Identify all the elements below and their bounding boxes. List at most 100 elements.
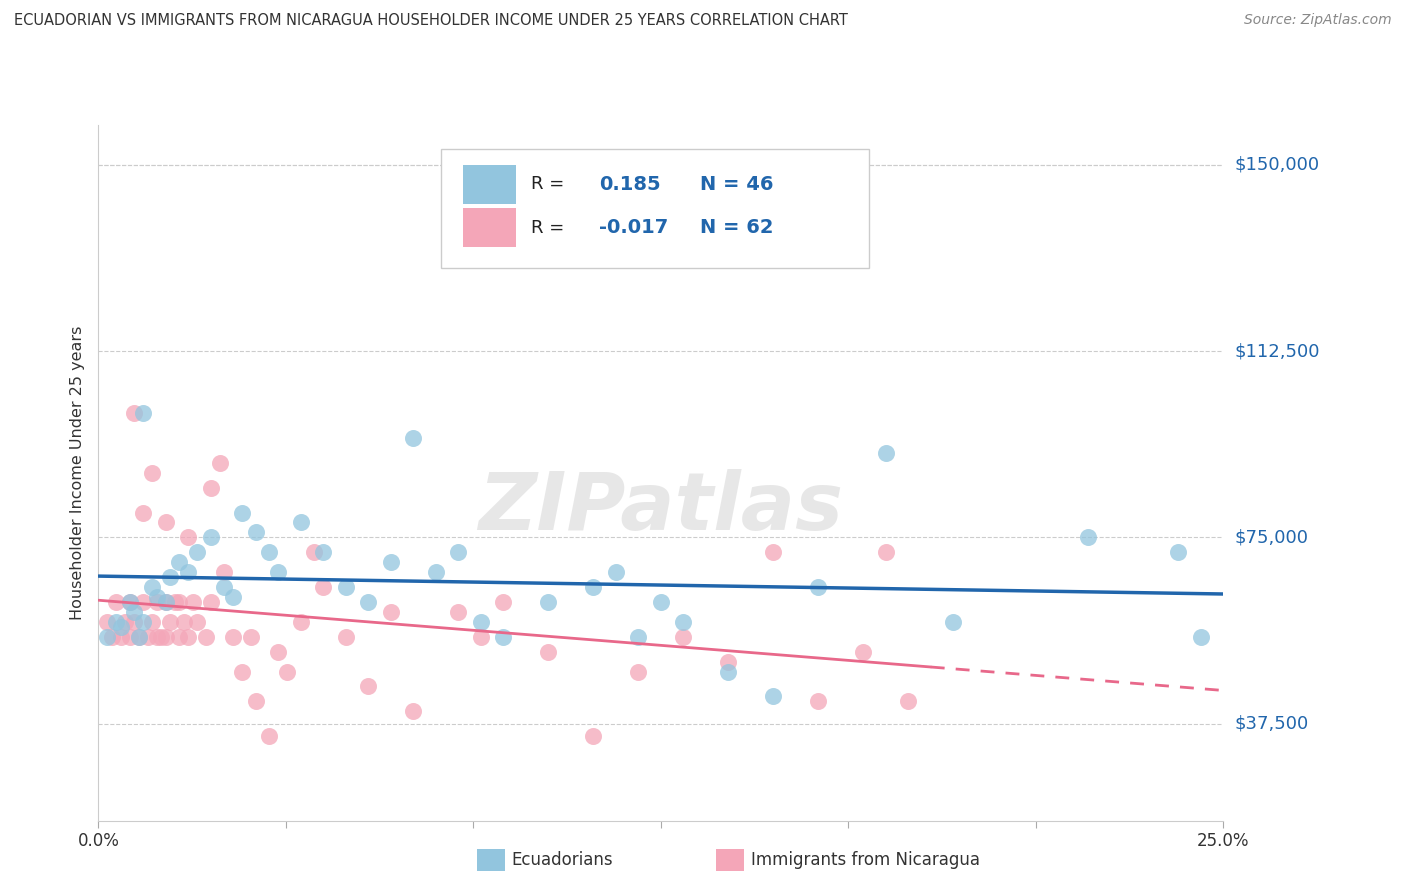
Point — [492, 595, 515, 609]
Point — [335, 580, 357, 594]
Point — [425, 565, 447, 579]
Point — [186, 615, 208, 629]
Point — [136, 630, 159, 644]
Point — [470, 615, 492, 629]
Point — [807, 694, 830, 708]
Text: R =: R = — [531, 219, 571, 236]
Point — [128, 630, 150, 644]
Point — [105, 615, 128, 629]
Point — [267, 565, 290, 579]
Point — [155, 595, 177, 609]
Text: N = 46: N = 46 — [700, 175, 773, 194]
Point — [470, 630, 492, 644]
Point — [155, 516, 177, 530]
Point — [1167, 545, 1189, 559]
Point — [141, 615, 163, 629]
Point — [169, 555, 191, 569]
Point — [124, 406, 146, 420]
Point — [807, 580, 830, 594]
Point — [195, 630, 218, 644]
Point — [335, 630, 357, 644]
Point — [717, 665, 740, 679]
FancyBboxPatch shape — [463, 164, 516, 204]
Point — [231, 665, 253, 679]
Point — [118, 595, 141, 609]
Point — [357, 680, 380, 694]
Point — [276, 665, 298, 679]
Point — [146, 595, 169, 609]
Point — [222, 590, 245, 604]
Point — [214, 565, 236, 579]
Point — [132, 595, 155, 609]
Point — [118, 630, 141, 644]
Point — [177, 530, 200, 544]
Point — [627, 630, 650, 644]
Point — [447, 545, 470, 559]
Text: $150,000: $150,000 — [1234, 155, 1319, 174]
Point — [128, 630, 150, 644]
Text: $112,500: $112,500 — [1234, 342, 1320, 360]
Point — [672, 630, 695, 644]
Point — [1077, 530, 1099, 544]
Point — [200, 530, 222, 544]
Text: ECUADORIAN VS IMMIGRANTS FROM NICARAGUA HOUSEHOLDER INCOME UNDER 25 YEARS CORREL: ECUADORIAN VS IMMIGRANTS FROM NICARAGUA … — [14, 13, 848, 29]
Point — [231, 506, 253, 520]
Point — [312, 545, 335, 559]
Point — [1189, 630, 1212, 644]
Point — [492, 630, 515, 644]
Point — [605, 565, 627, 579]
Point — [200, 481, 222, 495]
Point — [245, 525, 267, 540]
Point — [402, 431, 425, 445]
Point — [114, 615, 136, 629]
Point — [159, 615, 181, 629]
Point — [762, 545, 785, 559]
Point — [118, 595, 141, 609]
Text: 0.185: 0.185 — [599, 175, 661, 194]
Text: -0.017: -0.017 — [599, 218, 668, 237]
Point — [186, 545, 208, 559]
Text: Immigrants from Nicaragua: Immigrants from Nicaragua — [751, 851, 980, 869]
Point — [141, 580, 163, 594]
Point — [627, 665, 650, 679]
Text: Ecuadorians: Ecuadorians — [512, 851, 613, 869]
Point — [177, 630, 200, 644]
Point — [447, 605, 470, 619]
Point — [105, 595, 128, 609]
Point — [141, 466, 163, 480]
Point — [96, 615, 118, 629]
Point — [717, 655, 740, 669]
Point — [96, 630, 118, 644]
Point — [357, 595, 380, 609]
Point — [672, 615, 695, 629]
Point — [259, 729, 281, 743]
Text: Source: ZipAtlas.com: Source: ZipAtlas.com — [1244, 13, 1392, 28]
Point — [304, 545, 326, 559]
Point — [146, 590, 169, 604]
FancyBboxPatch shape — [441, 149, 869, 268]
Point — [267, 645, 290, 659]
Point — [875, 545, 897, 559]
Point — [155, 595, 177, 609]
Point — [177, 565, 200, 579]
Point — [155, 630, 177, 644]
Point — [200, 595, 222, 609]
Point — [402, 704, 425, 718]
Y-axis label: Householder Income Under 25 years: Householder Income Under 25 years — [70, 326, 86, 620]
Point — [169, 630, 191, 644]
Point — [582, 729, 605, 743]
Point — [163, 595, 186, 609]
Point — [208, 456, 231, 470]
Point — [132, 615, 155, 629]
Point — [582, 580, 605, 594]
Text: $75,000: $75,000 — [1234, 528, 1309, 547]
Point — [146, 630, 169, 644]
Point — [942, 615, 965, 629]
Point — [110, 620, 132, 634]
Point — [173, 615, 195, 629]
Point — [124, 605, 146, 619]
Text: $37,500: $37,500 — [1234, 714, 1309, 732]
Point — [259, 545, 281, 559]
Text: R =: R = — [531, 176, 571, 194]
Point — [290, 615, 312, 629]
